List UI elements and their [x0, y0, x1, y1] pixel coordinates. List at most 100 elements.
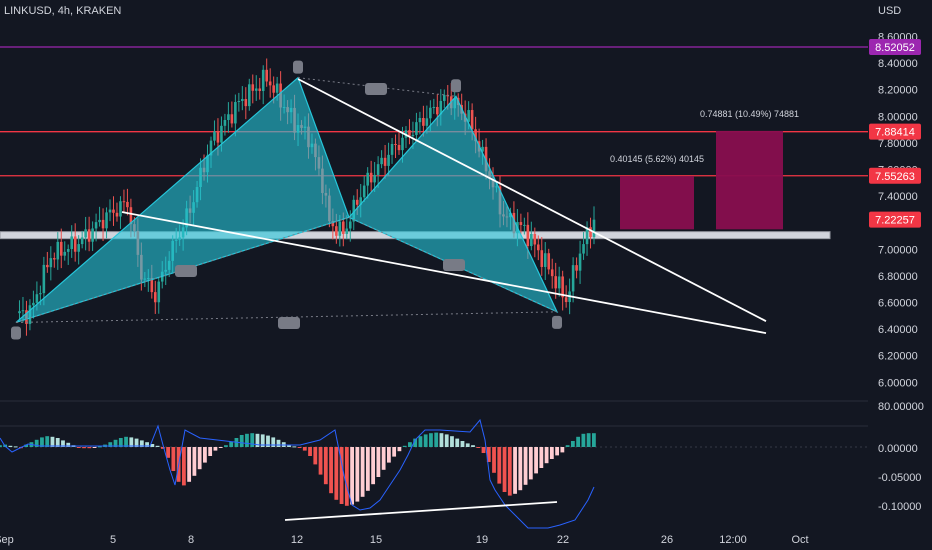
candle[interactable] [592, 206, 596, 245]
candle[interactable] [115, 202, 119, 222]
candle[interactable] [261, 65, 265, 105]
price-tag-3[interactable]: 7.22257 [869, 211, 921, 228]
oscillator-pane[interactable] [0, 418, 868, 529]
price-tag-2[interactable]: 7.55263 [869, 167, 921, 184]
candle[interactable] [547, 248, 551, 275]
candle[interactable] [244, 87, 248, 120]
candle[interactable] [91, 221, 94, 252]
candle[interactable] [442, 89, 446, 109]
projection-box-0[interactable] [620, 176, 694, 230]
candle[interactable] [380, 150, 383, 169]
candle[interactable] [561, 270, 564, 311]
candle[interactable] [59, 228, 63, 269]
candle[interactable] [234, 94, 237, 137]
candle[interactable] [157, 277, 161, 314]
candle[interactable] [101, 208, 105, 241]
ratio-marker-0[interactable] [365, 83, 387, 95]
candle[interactable] [557, 266, 561, 297]
candle[interactable] [126, 188, 129, 216]
candle[interactable] [362, 175, 366, 202]
price-axis[interactable]: USD 8.600008.400008.200008.000007.800007… [0, 5, 924, 546]
candle[interactable] [571, 257, 575, 303]
candle[interactable] [119, 196, 122, 229]
candle[interactable] [265, 58, 268, 87]
candle[interactable] [519, 213, 523, 235]
candle[interactable] [543, 242, 547, 281]
candle[interactable] [223, 113, 227, 136]
candle[interactable] [247, 78, 251, 111]
candle[interactable] [366, 167, 369, 199]
ratio-marker-1[interactable] [443, 259, 465, 271]
trendline-1[interactable] [297, 78, 767, 322]
ratio-marker-2[interactable] [175, 265, 197, 277]
candle[interactable] [213, 120, 216, 146]
candle[interactable] [105, 207, 108, 239]
candle[interactable] [94, 213, 98, 242]
candle[interactable] [578, 240, 582, 284]
candle[interactable] [523, 217, 526, 235]
candle[interactable] [227, 102, 230, 133]
price-tag-0[interactable]: 8.52052 [869, 39, 921, 55]
candle[interactable] [533, 227, 537, 258]
candle[interactable] [42, 256, 46, 306]
candle[interactable] [80, 230, 84, 249]
candle[interactable] [77, 235, 80, 265]
candle[interactable] [397, 131, 401, 155]
candle[interactable] [418, 111, 422, 135]
candle[interactable] [268, 68, 272, 98]
harmonic-point-marker-0[interactable] [11, 326, 21, 340]
candle[interactable] [369, 160, 373, 192]
candle[interactable] [530, 221, 533, 251]
candle[interactable] [408, 119, 411, 145]
candle[interactable] [153, 280, 157, 314]
candle[interactable] [575, 257, 578, 279]
candle[interactable] [254, 75, 258, 101]
candle[interactable] [550, 258, 554, 289]
ratio-marker-3[interactable] [278, 317, 300, 329]
projection-box-1[interactable] [716, 130, 783, 230]
candle[interactable] [582, 232, 585, 260]
candle[interactable] [404, 126, 408, 149]
candle[interactable] [258, 77, 262, 100]
candle[interactable] [383, 145, 387, 179]
harmonic-point-marker-3[interactable] [451, 79, 461, 93]
trendline-0[interactable] [121, 211, 767, 334]
harmonic-point-marker-4[interactable] [552, 315, 562, 329]
candle[interactable] [241, 86, 244, 111]
candle[interactable] [73, 223, 77, 262]
candle[interactable] [18, 300, 21, 321]
candle[interactable] [122, 189, 126, 213]
candle[interactable] [540, 237, 544, 276]
candle[interactable] [589, 217, 592, 249]
candle[interactable] [108, 199, 112, 222]
harmonic-bcd[interactable] [348, 95, 559, 314]
candle[interactable] [49, 246, 53, 281]
candle[interactable] [251, 74, 255, 104]
harmonic-point-marker-1[interactable] [293, 60, 303, 74]
candle[interactable] [66, 244, 70, 265]
candle[interactable] [390, 138, 394, 164]
price-tag-1[interactable]: 7.88414 [869, 123, 921, 140]
candle[interactable] [585, 221, 589, 256]
candle[interactable] [373, 162, 376, 193]
candle[interactable] [394, 134, 397, 159]
candle[interactable] [564, 285, 568, 308]
candle[interactable] [237, 92, 241, 112]
candle[interactable] [84, 216, 87, 251]
candle[interactable] [112, 196, 115, 226]
candle[interactable] [53, 252, 56, 268]
price-pane[interactable]: 0.40145 (5.62%) 40145 0.74881 (10.49%) 74… [0, 46, 868, 402]
candle[interactable] [432, 98, 436, 114]
candle[interactable] [376, 156, 380, 188]
candle[interactable] [63, 241, 67, 261]
osc-trendline[interactable] [284, 501, 558, 521]
candle[interactable] [230, 101, 234, 128]
candle[interactable] [387, 142, 390, 176]
candle[interactable] [87, 216, 91, 252]
harmonic-xab[interactable] [15, 76, 350, 324]
candle[interactable] [46, 251, 49, 273]
candle[interactable] [56, 232, 60, 270]
candle[interactable] [422, 105, 425, 137]
candle[interactable] [345, 215, 349, 240]
